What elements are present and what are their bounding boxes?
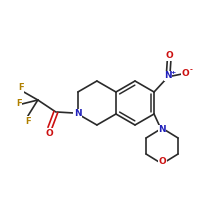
Text: +: + — [170, 70, 176, 74]
Text: N: N — [158, 126, 166, 134]
Text: O: O — [158, 158, 166, 166]
Text: N: N — [164, 72, 172, 80]
Text: -: - — [190, 67, 192, 73]
Text: F: F — [25, 116, 31, 126]
Text: O: O — [165, 51, 173, 60]
Text: N: N — [74, 110, 82, 118]
Text: F: F — [16, 99, 22, 108]
Text: O: O — [46, 129, 54, 138]
Text: F: F — [18, 84, 24, 92]
Text: O: O — [181, 70, 189, 78]
